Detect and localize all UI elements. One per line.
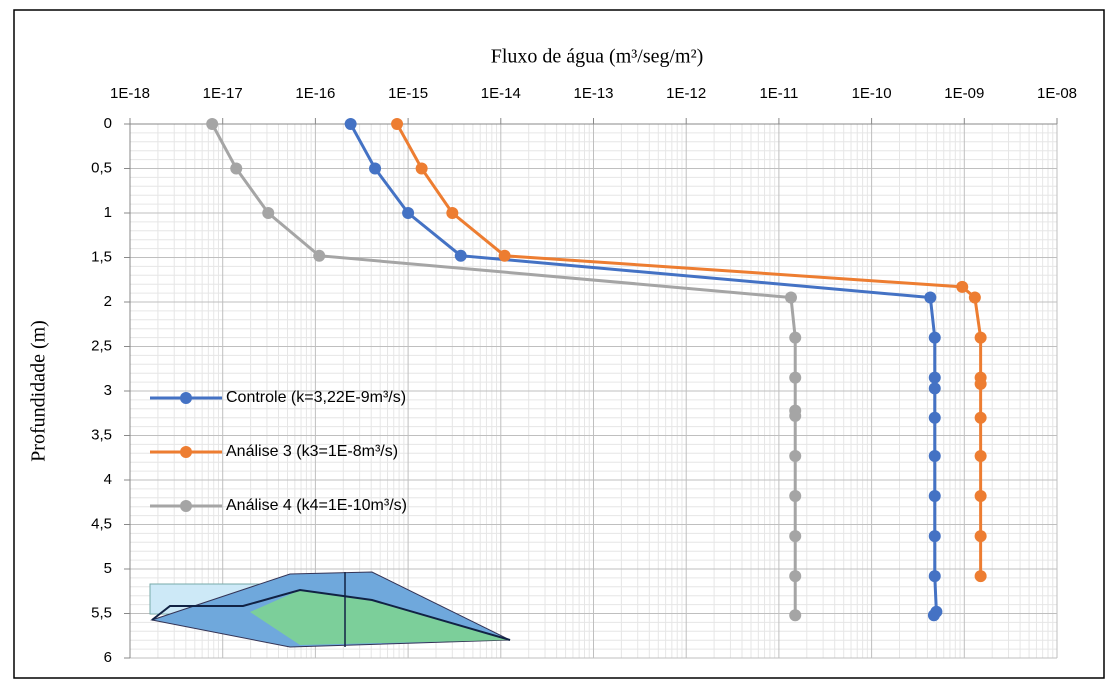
data-point xyxy=(927,609,940,622)
data-point xyxy=(928,331,941,344)
x-tick-label: 1E-11 xyxy=(759,85,798,102)
data-point xyxy=(446,207,459,219)
legend-label: Controle (k=3,22E-9m³/s) xyxy=(226,389,406,406)
x-tick-label: 1E-18 xyxy=(110,85,150,102)
data-point xyxy=(928,382,941,395)
data-point xyxy=(415,162,428,175)
data-point xyxy=(498,249,511,262)
phreatic-line xyxy=(151,588,511,641)
data-point xyxy=(974,377,987,390)
x-tick-label: 1E-09 xyxy=(944,85,984,102)
data-point xyxy=(789,570,802,583)
data-point xyxy=(974,530,987,543)
data-point xyxy=(956,280,969,293)
y-tick-label: 4 xyxy=(104,471,112,488)
data-point xyxy=(789,409,802,422)
y-tick-label: 0,5 xyxy=(91,159,112,176)
x-tick-label: 1E-15 xyxy=(388,85,428,102)
data-point xyxy=(789,449,802,462)
data-point xyxy=(974,411,987,424)
data-point xyxy=(206,118,219,130)
plot xyxy=(206,118,987,622)
legend-marker xyxy=(180,500,192,512)
data-point xyxy=(974,331,987,344)
y-tick-label: 3 xyxy=(104,382,112,399)
y-tick-label: 0 xyxy=(104,115,112,132)
data-point xyxy=(928,530,941,543)
legend-marker xyxy=(180,392,192,404)
data-point xyxy=(313,249,326,262)
legend: Controle (k=3,22E-9m³/s) Análise 3 (k3=1E… xyxy=(150,389,407,514)
data-point xyxy=(454,249,467,262)
x-tick-label: 1E-13 xyxy=(573,85,613,102)
data-point xyxy=(344,118,357,130)
flow-mesh xyxy=(250,590,510,645)
data-point xyxy=(928,411,941,424)
legend-label: Análise 4 (k4=1E-10m³/s) xyxy=(226,497,407,514)
data-point xyxy=(789,609,802,622)
data-point xyxy=(262,207,275,219)
data-point xyxy=(391,118,404,130)
y-tick-label: 5,5 xyxy=(91,604,112,621)
series-line xyxy=(210,123,797,616)
chart-frame xyxy=(13,9,1105,679)
data-point xyxy=(928,371,941,384)
x-tick-label: 1E-16 xyxy=(295,85,335,102)
grid xyxy=(124,118,1058,659)
data-point xyxy=(928,490,941,503)
y-tick-label: 6 xyxy=(104,649,112,666)
y-tick-label: 3,5 xyxy=(91,426,112,443)
dam-illustration xyxy=(149,571,511,648)
data-point xyxy=(784,291,797,304)
y-tick-label: 5 xyxy=(104,560,112,577)
data-point xyxy=(230,162,243,175)
data-point xyxy=(789,490,802,503)
x-tick-label: 1E-08 xyxy=(1037,85,1077,102)
series-line xyxy=(395,123,983,577)
x-tick-label: 1E-10 xyxy=(852,85,892,102)
data-point xyxy=(369,162,382,175)
legend-label: Análise 3 (k3=1E-8m³/s) xyxy=(226,443,398,460)
y-tick-label: 1 xyxy=(104,204,112,221)
data-point xyxy=(974,570,987,583)
data-point xyxy=(968,291,981,304)
data-point xyxy=(402,207,415,219)
data-point xyxy=(924,291,937,304)
data-point xyxy=(928,570,941,583)
legend-marker xyxy=(180,446,192,458)
x-tick-label: 1E-12 xyxy=(666,85,706,102)
y-tick-label: 2 xyxy=(104,293,112,310)
chart-title: Fluxo de água (m³/seg/m²) xyxy=(491,46,704,68)
y-tick-label: 2,5 xyxy=(91,337,112,354)
data-point xyxy=(789,371,802,384)
x-tick-label: 1E-14 xyxy=(481,85,521,102)
data-point xyxy=(928,449,941,462)
y-axis-label: Profundidade (m) xyxy=(28,320,50,462)
data-point xyxy=(789,331,802,344)
y-tick-label: 4,5 xyxy=(91,515,112,532)
data-point xyxy=(789,530,802,543)
y-tick-label: 1,5 xyxy=(91,248,112,265)
x-tick-label: 1E-17 xyxy=(203,85,243,102)
data-point xyxy=(974,449,987,462)
data-point xyxy=(974,490,987,503)
